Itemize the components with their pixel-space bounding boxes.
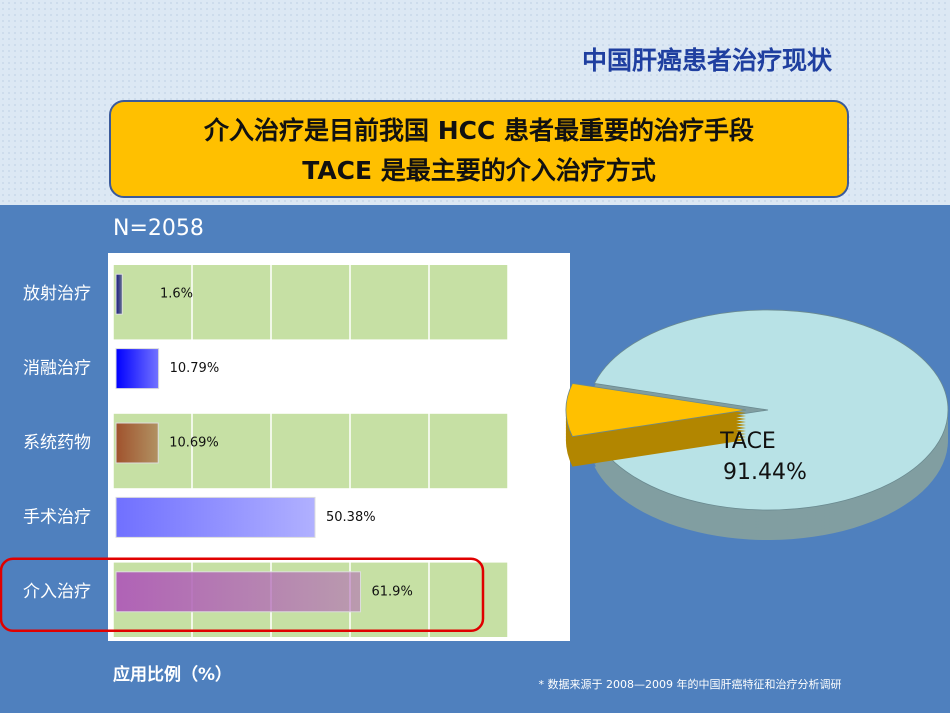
pie-label: TACE [719, 429, 776, 454]
highlight-box [0, 557, 485, 633]
pie-slice [593, 309, 949, 511]
slide-title: 中国肝癌患者治疗现状 [582, 46, 833, 75]
y-tick-label: 手术治疗 [23, 507, 91, 527]
data-label: 1.6% [160, 287, 193, 302]
callout-line: 介入治疗是目前我国 HCC 患者最重要的治疗手段 [203, 116, 754, 145]
data-label: 10.69% [169, 436, 219, 451]
y-tick-label: 介入治疗 [23, 582, 91, 602]
data-label: 61.9% [372, 584, 413, 599]
bar [115, 571, 362, 613]
x-axis-label: 应用比例（%） [113, 664, 232, 685]
bar [115, 348, 160, 390]
pie-slice [565, 382, 747, 438]
data-label: 50.38% [326, 510, 376, 525]
y-tick-label: 系统药物 [23, 433, 91, 453]
y-tick-label: 消融治疗 [23, 359, 91, 379]
bar [115, 496, 316, 538]
pie-value-label: 91.44% [723, 460, 807, 485]
data-label: 10.79% [170, 361, 220, 376]
chart-subtitle: N=2058 [113, 216, 204, 241]
row-band [113, 265, 508, 340]
y-tick-label: 放射治疗 [23, 284, 91, 304]
callout-box [109, 100, 849, 198]
callout-line: TACE 是最主要的介入治疗方式 [302, 156, 656, 185]
bar [115, 422, 159, 464]
bar [115, 273, 123, 315]
row-band [113, 413, 508, 489]
footnote: * 数据来源于 2008—2009 年的中国肝癌特征和治疗分析调研 [539, 677, 842, 691]
